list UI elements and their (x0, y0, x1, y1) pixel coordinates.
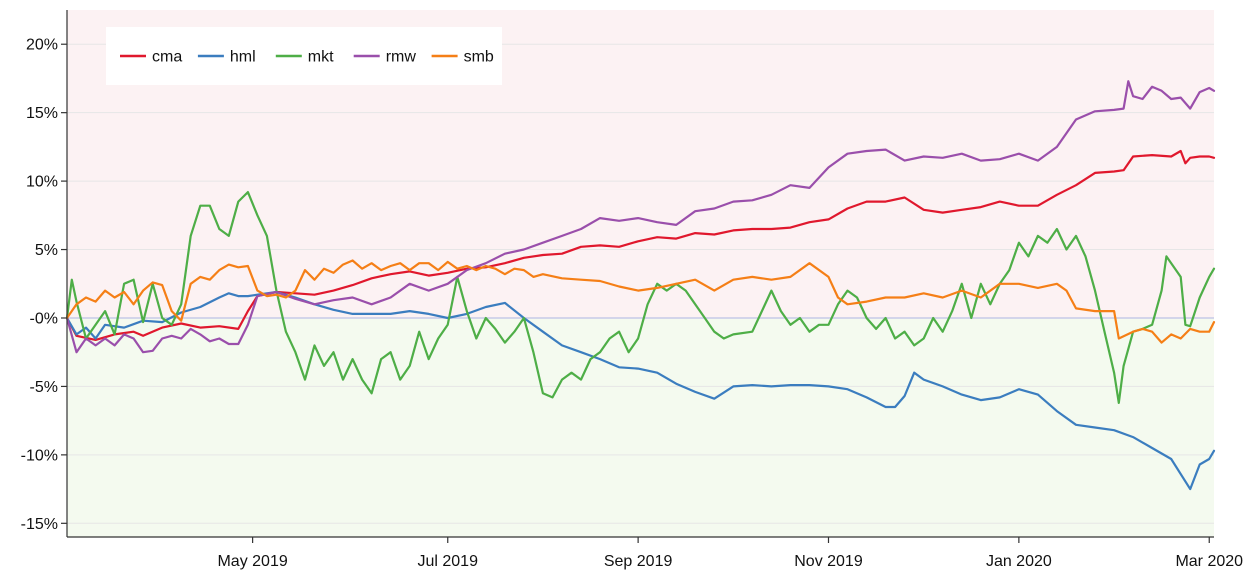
y-tick-label: -0% (30, 310, 58, 327)
y-tick-label: 15% (26, 105, 58, 122)
y-tick-label: 20% (26, 37, 58, 54)
series-line-hml (65, 290, 1216, 491)
x-tick-label: Nov 2019 (794, 553, 863, 570)
y-tick-label: 10% (26, 174, 58, 191)
y-tick-label: 5% (35, 242, 58, 259)
y-tick-label: -10% (21, 447, 58, 464)
negative-region (67, 317, 1214, 537)
x-tick-label: Jul 2019 (417, 553, 478, 570)
y-tick-label: -5% (30, 379, 58, 396)
legend-label-smb: smb (464, 49, 494, 66)
series-line-mkt (65, 191, 1216, 404)
legend-label-rmw: rmw (386, 49, 417, 66)
x-tick-label: Sep 2019 (604, 553, 673, 570)
legend-label-hml: hml (230, 49, 256, 66)
y-tick-label: -15% (21, 516, 58, 533)
legend-label-mkt: mkt (308, 49, 334, 66)
x-tick-label: Mar 2020 (1175, 553, 1243, 570)
series-line-smb (65, 259, 1216, 344)
x-tick-label: Jan 2020 (986, 553, 1052, 570)
x-tick-label: May 2019 (217, 553, 287, 570)
legend-label-cma: cma (152, 49, 182, 66)
series-line-rmw (65, 80, 1216, 354)
series-line-cma (65, 149, 1216, 341)
